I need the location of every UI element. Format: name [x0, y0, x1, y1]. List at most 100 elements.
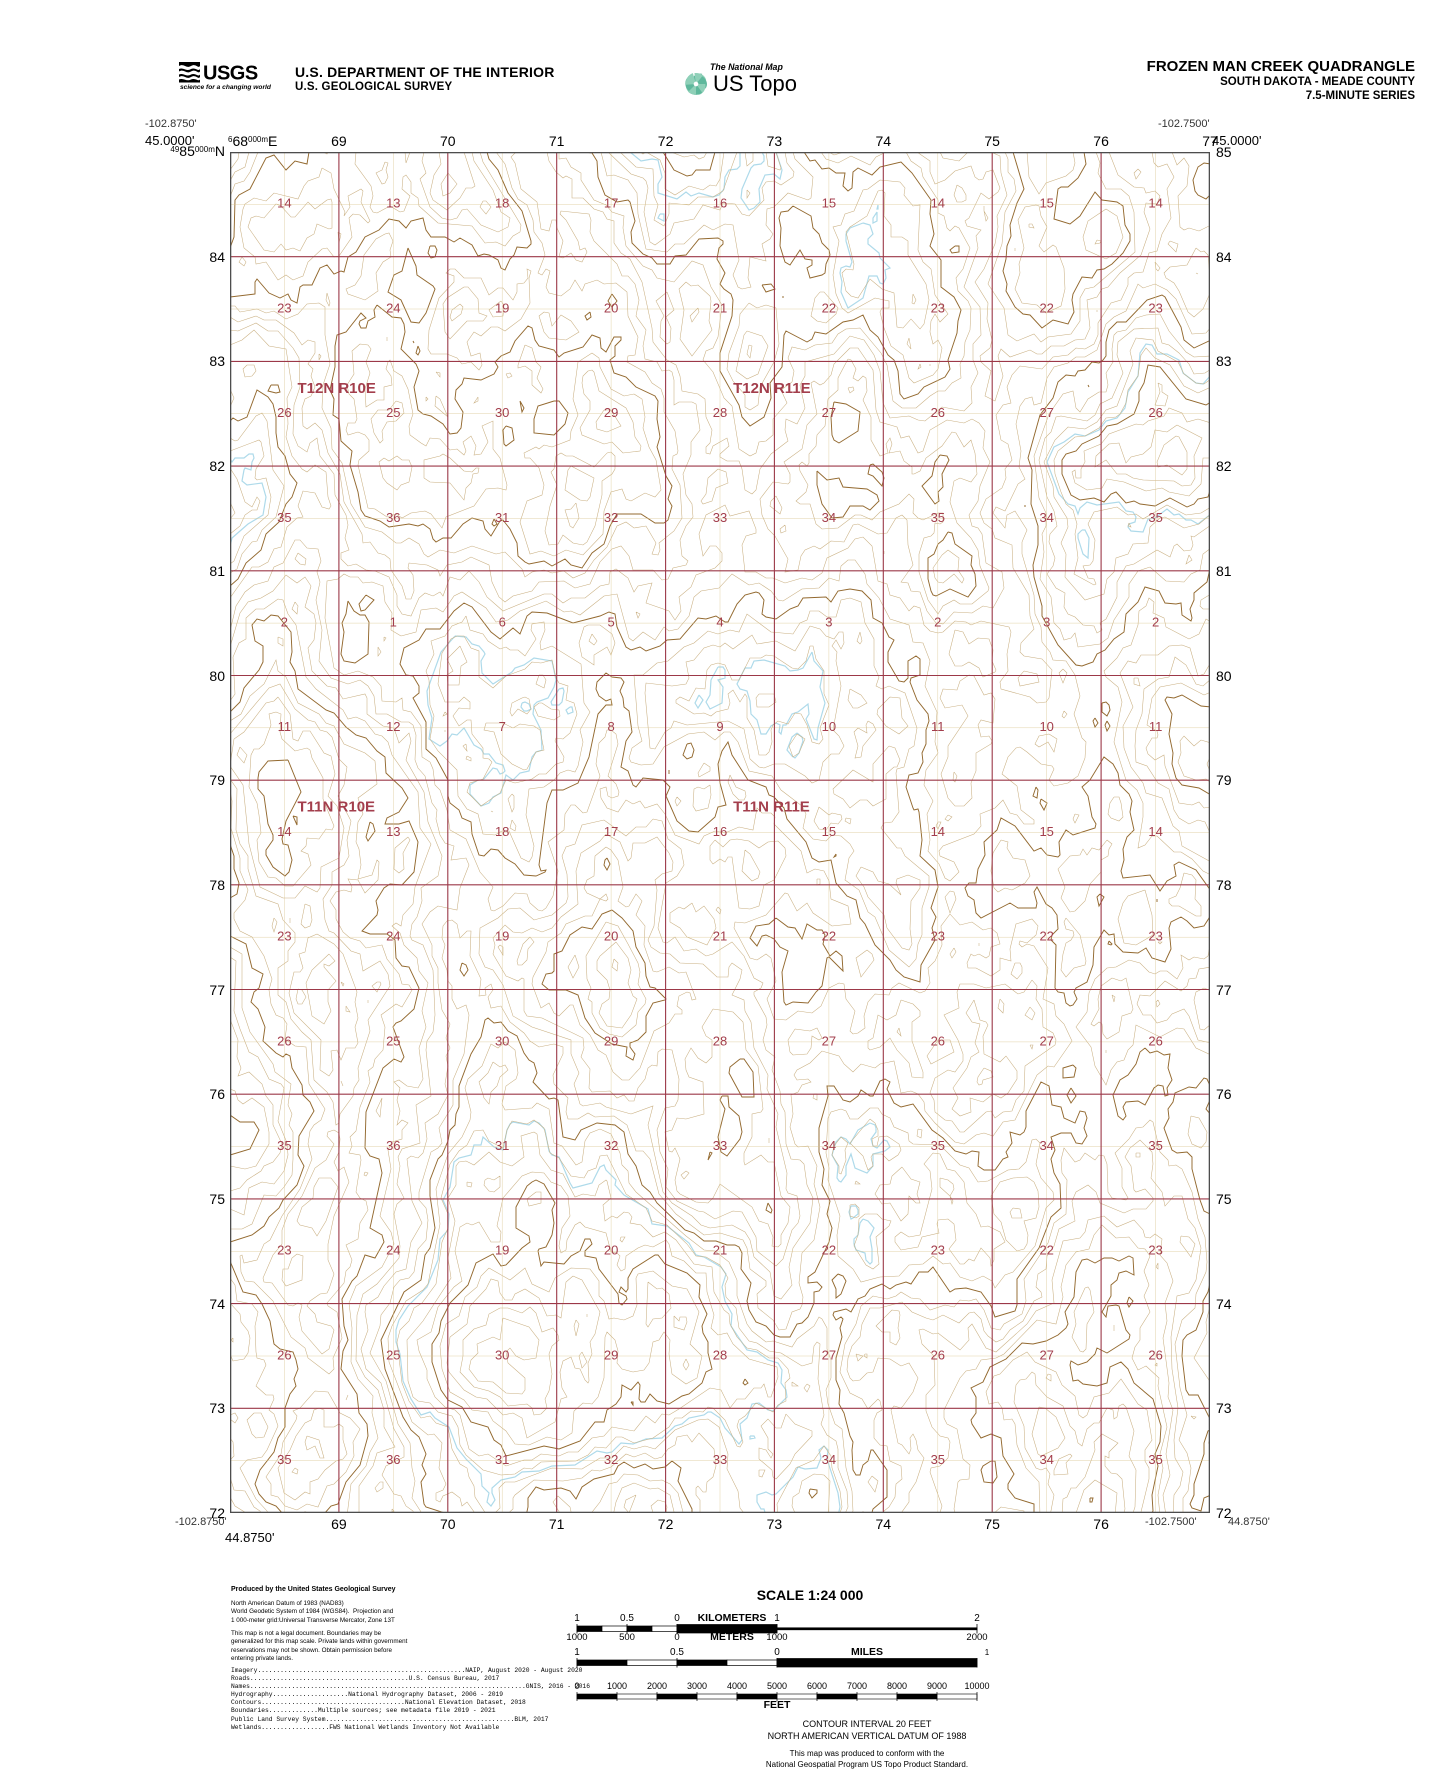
svg-text:4000: 4000 — [727, 1681, 747, 1691]
svg-text:22: 22 — [1039, 300, 1053, 315]
svg-text:30: 30 — [495, 1033, 509, 1048]
svg-text:31: 31 — [495, 1138, 509, 1153]
svg-text:0.5: 0.5 — [670, 1647, 684, 1658]
svg-text:23: 23 — [277, 300, 291, 315]
svg-text:US Topo: US Topo — [713, 71, 797, 96]
svg-text:9: 9 — [716, 719, 723, 734]
svg-text:1: 1 — [774, 1613, 780, 1624]
svg-text:7: 7 — [499, 719, 506, 734]
svg-text:T11N R10E: T11N R10E — [298, 799, 376, 816]
svg-text:T11N R11E: T11N R11E — [733, 799, 810, 816]
svg-text:11: 11 — [1149, 719, 1163, 734]
svg-text:9000: 9000 — [927, 1681, 947, 1691]
svg-text:13: 13 — [386, 824, 400, 839]
svg-text:21: 21 — [713, 929, 727, 944]
svg-text:23: 23 — [931, 929, 945, 944]
svg-text:30: 30 — [495, 405, 509, 420]
svg-text:32: 32 — [604, 510, 618, 525]
svg-text:23: 23 — [277, 929, 291, 944]
svg-text:15: 15 — [822, 824, 836, 839]
svg-text:12: 12 — [386, 719, 400, 734]
svg-text:35: 35 — [931, 510, 945, 525]
svg-text:34: 34 — [822, 1452, 836, 1467]
svg-text:35: 35 — [277, 510, 291, 525]
svg-text:1000: 1000 — [766, 1632, 787, 1643]
svg-text:T12N R11E: T12N R11E — [733, 380, 811, 397]
svg-text:33: 33 — [713, 510, 727, 525]
svg-text:36: 36 — [386, 1452, 400, 1467]
svg-text:11: 11 — [278, 719, 292, 734]
svg-text:22: 22 — [1039, 1243, 1053, 1258]
svg-text:34: 34 — [822, 510, 836, 525]
svg-text:T12N R10E: T12N R10E — [298, 380, 376, 397]
svg-text:17: 17 — [604, 196, 618, 211]
svg-text:19: 19 — [495, 1243, 509, 1258]
svg-text:6000: 6000 — [807, 1681, 827, 1691]
svg-text:0: 0 — [774, 1647, 780, 1658]
svg-text:19: 19 — [495, 929, 509, 944]
svg-text:14: 14 — [1148, 824, 1162, 839]
svg-text:25: 25 — [386, 1347, 400, 1362]
svg-text:34: 34 — [1039, 1138, 1053, 1153]
svg-text:27: 27 — [1039, 1347, 1053, 1362]
svg-text:5000: 5000 — [767, 1681, 787, 1691]
svg-text:13: 13 — [386, 196, 400, 211]
svg-text:24: 24 — [386, 300, 400, 315]
svg-text:26: 26 — [1148, 1347, 1162, 1362]
svg-text:26: 26 — [277, 1347, 291, 1362]
svg-text:15: 15 — [1039, 196, 1053, 211]
svg-text:36: 36 — [386, 510, 400, 525]
svg-text:35: 35 — [1148, 1138, 1162, 1153]
svg-text:MILES: MILES — [851, 1646, 883, 1658]
svg-text:25: 25 — [386, 405, 400, 420]
svg-text:27: 27 — [822, 1347, 836, 1362]
svg-text:23: 23 — [931, 1243, 945, 1258]
svg-text:1: 1 — [390, 615, 397, 630]
svg-text:34: 34 — [822, 1138, 836, 1153]
svg-text:23: 23 — [1148, 929, 1162, 944]
svg-text:23: 23 — [931, 300, 945, 315]
svg-text:5: 5 — [607, 615, 614, 630]
svg-text:29: 29 — [604, 405, 618, 420]
svg-text:18: 18 — [495, 196, 509, 211]
svg-text:29: 29 — [604, 1033, 618, 1048]
svg-text:11: 11 — [931, 719, 945, 734]
svg-text:10: 10 — [822, 719, 836, 734]
svg-text:2000: 2000 — [966, 1632, 987, 1643]
svg-text:27: 27 — [1039, 405, 1053, 420]
svg-text:1: 1 — [985, 1648, 990, 1657]
svg-text:METERS: METERS — [710, 1631, 754, 1643]
svg-text:22: 22 — [822, 929, 836, 944]
svg-text:26: 26 — [931, 1347, 945, 1362]
svg-text:3: 3 — [1043, 615, 1050, 630]
svg-text:8: 8 — [607, 719, 614, 734]
svg-text:18: 18 — [495, 824, 509, 839]
svg-text:16: 16 — [713, 196, 727, 211]
svg-text:36: 36 — [386, 1138, 400, 1153]
svg-text:26: 26 — [277, 405, 291, 420]
svg-text:27: 27 — [822, 405, 836, 420]
svg-text:19: 19 — [495, 300, 509, 315]
svg-text:35: 35 — [1148, 1452, 1162, 1467]
svg-text:31: 31 — [495, 510, 509, 525]
svg-text:23: 23 — [277, 1243, 291, 1258]
svg-text:25: 25 — [386, 1033, 400, 1048]
svg-text:3: 3 — [825, 615, 832, 630]
svg-text:27: 27 — [822, 1033, 836, 1048]
svg-text:24: 24 — [386, 1243, 400, 1258]
svg-text:33: 33 — [713, 1138, 727, 1153]
svg-text:20: 20 — [604, 1243, 618, 1258]
svg-text:34: 34 — [1039, 510, 1053, 525]
svg-text:20: 20 — [604, 300, 618, 315]
svg-text:8000: 8000 — [887, 1681, 907, 1691]
svg-text:34: 34 — [1039, 1452, 1053, 1467]
svg-text:24: 24 — [386, 929, 400, 944]
svg-text:23: 23 — [1148, 300, 1162, 315]
svg-text:26: 26 — [1148, 405, 1162, 420]
svg-text:10: 10 — [1039, 719, 1053, 734]
svg-text:21: 21 — [713, 1243, 727, 1258]
svg-text:35: 35 — [931, 1452, 945, 1467]
svg-text:15: 15 — [822, 196, 836, 211]
svg-text:14: 14 — [931, 196, 945, 211]
svg-text:3000: 3000 — [687, 1681, 707, 1691]
